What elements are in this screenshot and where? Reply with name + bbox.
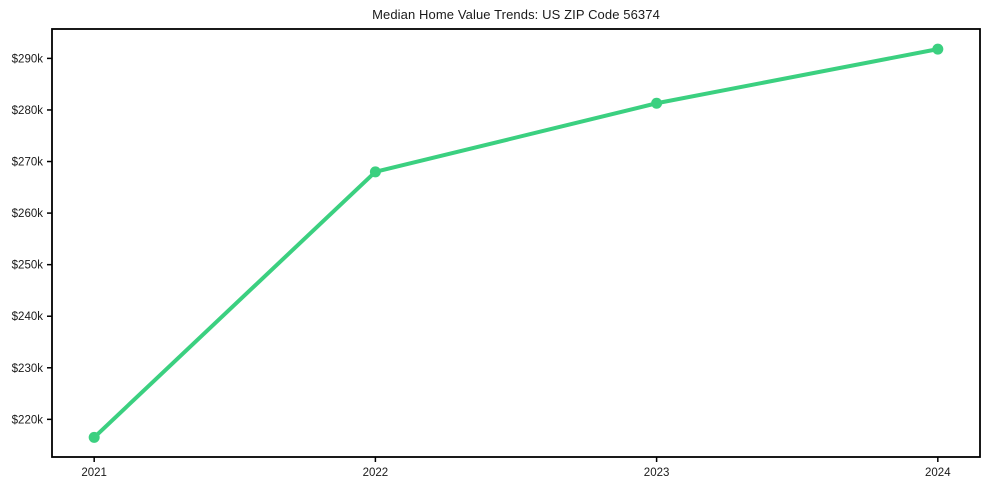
axis-frame	[51, 28, 981, 458]
y-tick-label: $230k	[12, 363, 44, 375]
y-tick-label: $290k	[12, 53, 44, 65]
x-tick-label: 2024	[925, 467, 951, 479]
y-tick-label: $280k	[12, 105, 44, 117]
data-point-marker	[88, 431, 100, 443]
y-tick-label: $220k	[12, 414, 44, 426]
y-tick-label: $240k	[12, 311, 44, 323]
y-tick-label: $270k	[12, 157, 44, 169]
x-tick-label: 2021	[81, 467, 107, 479]
data-point-marker	[651, 97, 663, 109]
chart-title: Median Home Value Trends: US ZIP Code 56…	[372, 7, 660, 22]
data-point-marker	[932, 43, 944, 55]
y-tick-label: $250k	[12, 260, 44, 272]
line-series	[92, 47, 940, 440]
x-tick-label: 2022	[363, 467, 389, 479]
data-point-marker	[369, 166, 381, 178]
y-tick-label: $260k	[12, 208, 44, 220]
x-tick-label: 2023	[644, 467, 670, 479]
